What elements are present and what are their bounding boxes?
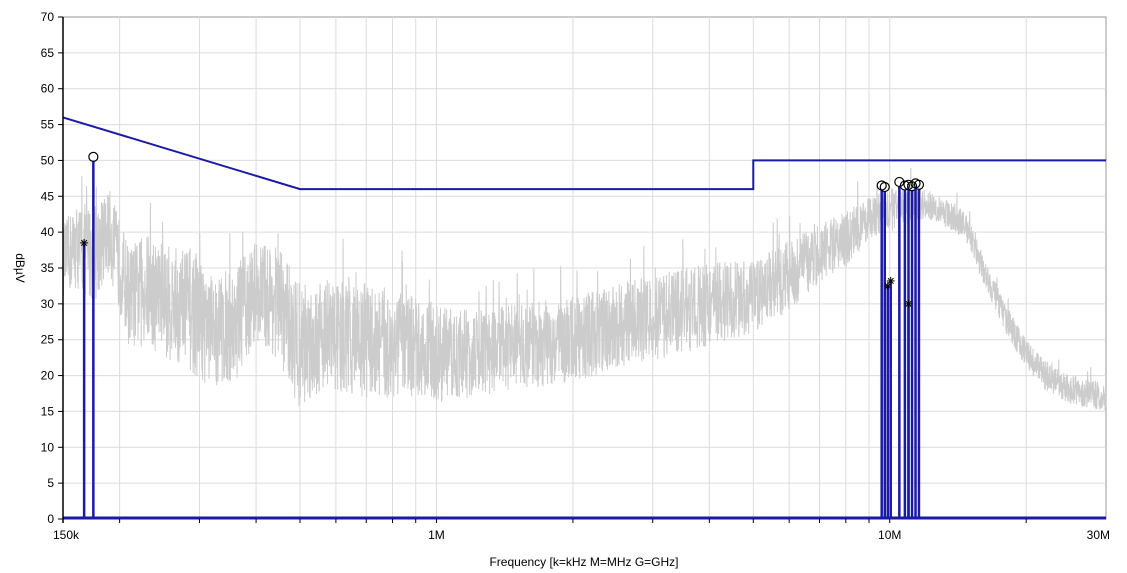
- y-tick-label: 65: [41, 46, 55, 60]
- limit-lines: [62, 116, 1106, 520]
- y-tick-label: 70: [41, 10, 55, 24]
- x-tick-label: 30M: [1087, 528, 1110, 542]
- y-tick-label: 30: [41, 297, 55, 311]
- x-axis-label: Frequency [k=kHz M=MHz G=GHz]: [489, 555, 678, 569]
- limit-series-line: [62, 116, 1106, 191]
- y-tick-label: 50: [41, 153, 55, 167]
- peak-marker: [899, 180, 910, 191]
- average-marker: [80, 238, 89, 247]
- peak-marker: [906, 181, 918, 192]
- y-tick-label: 45: [41, 189, 55, 203]
- y-tick-label: 0: [47, 512, 54, 526]
- axes: [58, 16, 1027, 523]
- average-marker-stroke: [887, 277, 894, 285]
- average-marker: [886, 276, 895, 285]
- y-tick-label: 10: [41, 440, 55, 454]
- x-tick-label: 150k: [53, 528, 80, 542]
- y-tick-label: 20: [41, 369, 55, 383]
- peak-marker: [913, 179, 925, 190]
- y-tick-labels: 0 5 10 15 20 25 30 35 40 45 50 55 60 65 70: [41, 10, 55, 526]
- y-axis-label: dBµV: [13, 253, 27, 283]
- y-tick-label: 35: [41, 261, 55, 275]
- grid: [63, 17, 1106, 519]
- y-tick-label: 60: [41, 82, 55, 96]
- y-tick-label: 15: [41, 404, 55, 418]
- peak-marker: [879, 181, 890, 193]
- y-tick-label: 55: [41, 118, 55, 132]
- average-marker: [904, 299, 913, 308]
- markers: [80, 151, 925, 519]
- peak-marker: [88, 151, 99, 162]
- x-tick-label: 1M: [428, 528, 445, 542]
- average-marker-stroke: [905, 300, 912, 308]
- x-tick-labels: 150k 1M 10M 30M: [53, 528, 1110, 542]
- x-tick-label: 10M: [878, 528, 901, 542]
- y-tick-label: 25: [41, 333, 55, 347]
- scan-series-line: [62, 168, 1107, 412]
- peak-marker: [894, 176, 905, 188]
- y-tick-label: 40: [41, 225, 55, 239]
- scan-trace: [62, 168, 1107, 412]
- y-tick-label: 5: [47, 476, 54, 490]
- average-marker-stroke: [80, 239, 88, 247]
